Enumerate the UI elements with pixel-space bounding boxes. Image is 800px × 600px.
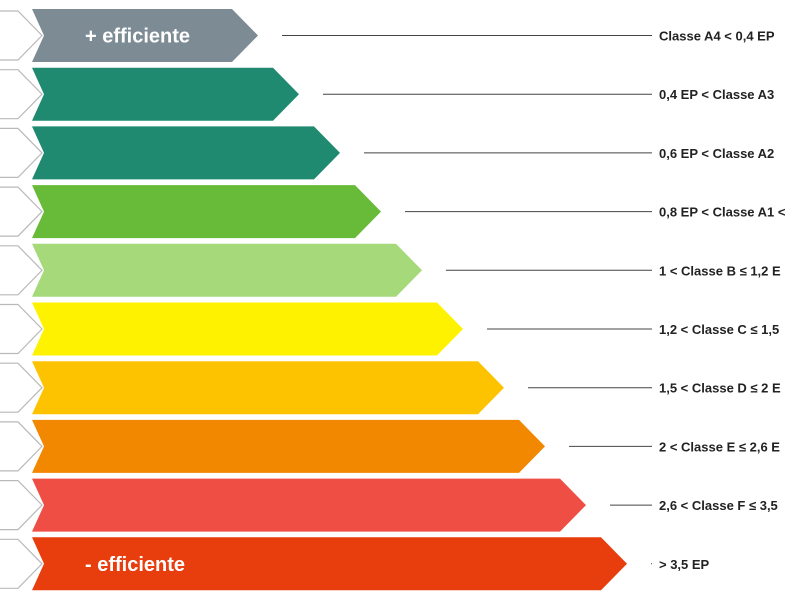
class-arrow-g [32, 537, 627, 591]
chevron-outline-icon [0, 362, 43, 413]
class-arrow-c [32, 302, 463, 356]
chevron-outline-icon [0, 303, 43, 355]
class-range-text: 1,5 < Classe D ≤ 2 E [659, 381, 781, 396]
energy-class-row-g: - efficiente > 3,5 EP [0, 537, 710, 591]
class-arrow-d [32, 361, 504, 415]
chevron-outline-icon [0, 10, 43, 61]
class-arrow-label: + efficiente [85, 26, 190, 48]
energy-class-row-a4: + efficiente Classe A4 < 0,4 EP [0, 9, 775, 62]
energy-class-row-a2: 0,6 EP < Classe A2 [0, 126, 774, 180]
class-range-text: 0,8 EP < Classe A1 < [659, 205, 786, 220]
energy-class-row-d: 1,5 < Classe D ≤ 2 E [0, 361, 781, 415]
chevron-outline-icon [0, 245, 43, 296]
chevron-outline-icon [0, 69, 43, 120]
class-range-text: 2,6 < Classe F ≤ 3,5 [659, 498, 778, 513]
energy-class-row-a3: 0,4 EP < Classe A3 [0, 67, 774, 121]
class-arrow-b [32, 243, 422, 297]
class-arrow-e [32, 419, 545, 473]
energy-class-row-f: 2,6 < Classe F ≤ 3,5 [0, 478, 778, 532]
class-arrow-a2 [32, 126, 340, 180]
chevron-outline-icon [0, 538, 43, 589]
class-arrow-a1 [32, 185, 381, 239]
class-range-text: > 3,5 EP [659, 557, 710, 572]
energy-class-row-e: 2 < Classe E ≤ 2,6 E [0, 419, 780, 473]
class-range-text: 2 < Classe E ≤ 2,6 E [659, 439, 780, 454]
class-range-text: 1,2 < Classe C ≤ 1,5 [659, 322, 779, 337]
class-range-text: 0,4 EP < Classe A3 [659, 87, 774, 102]
class-arrow-a3 [32, 67, 299, 121]
class-range-text: Classe A4 < 0,4 EP [659, 29, 775, 44]
chevron-outline-icon [0, 480, 43, 531]
class-range-text: 1 < Classe B ≤ 1,2 E [659, 263, 781, 278]
energy-class-row-b: 1 < Classe B ≤ 1,2 E [0, 243, 781, 297]
chevron-outline-icon [0, 127, 43, 178]
class-arrow-f [32, 478, 586, 532]
class-arrow-label: - efficiente [85, 554, 185, 576]
class-range-text: 0,6 EP < Classe A2 [659, 146, 774, 161]
energy-class-row-c: 1,2 < Classe C ≤ 1,5 [0, 302, 779, 356]
chevron-outline-icon [0, 421, 43, 472]
chevron-outline-icon [0, 186, 43, 237]
energy-class-row-a1: 0,8 EP < Classe A1 < [0, 185, 786, 239]
class-arrow-a4 [32, 9, 258, 62]
